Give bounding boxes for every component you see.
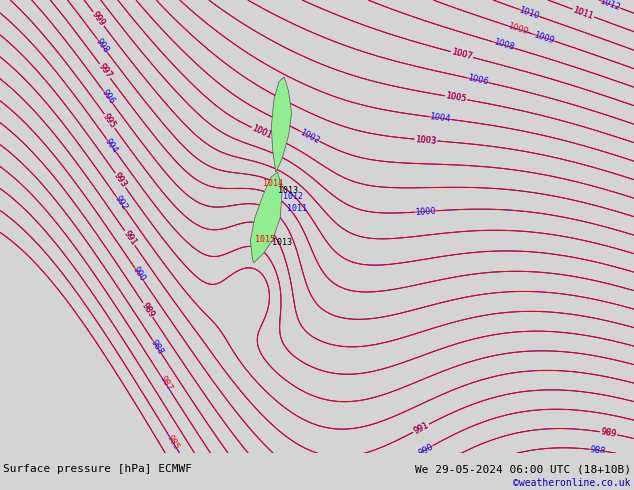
Text: 1002: 1002 xyxy=(299,127,321,145)
Text: 1003: 1003 xyxy=(415,135,437,146)
Text: 997: 997 xyxy=(96,62,113,80)
Text: 997: 997 xyxy=(96,62,113,80)
Text: 990: 990 xyxy=(417,442,435,457)
Text: 1005: 1005 xyxy=(445,92,467,104)
Text: 988: 988 xyxy=(149,338,165,356)
Text: 1012: 1012 xyxy=(283,193,303,201)
Text: 991: 991 xyxy=(122,229,138,247)
Text: 1004: 1004 xyxy=(429,112,451,124)
Text: 1001: 1001 xyxy=(251,123,274,141)
Text: 1003: 1003 xyxy=(415,135,437,146)
Text: 996: 996 xyxy=(100,88,116,106)
Text: 1011: 1011 xyxy=(572,5,595,21)
Text: Surface pressure [hPa] ECMWF: Surface pressure [hPa] ECMWF xyxy=(3,465,192,474)
Text: 988: 988 xyxy=(589,445,606,456)
Text: 1012: 1012 xyxy=(598,0,621,12)
Text: 991: 991 xyxy=(412,420,430,436)
Text: 989: 989 xyxy=(139,301,156,319)
Text: 992: 992 xyxy=(113,194,129,212)
Text: 989: 989 xyxy=(139,301,156,319)
Text: 1014: 1014 xyxy=(262,179,283,188)
Text: 987: 987 xyxy=(157,374,174,392)
Text: 1015: 1015 xyxy=(255,236,275,245)
Polygon shape xyxy=(271,77,292,172)
Text: 1008: 1008 xyxy=(492,38,515,52)
Text: 991: 991 xyxy=(122,229,138,247)
Text: 1013: 1013 xyxy=(272,238,292,247)
Text: 1000: 1000 xyxy=(415,206,437,217)
Text: 995: 995 xyxy=(101,112,118,130)
Text: 999: 999 xyxy=(90,10,107,28)
Text: 1009: 1009 xyxy=(507,22,529,37)
Text: 993: 993 xyxy=(112,172,129,190)
Text: 999: 999 xyxy=(90,10,107,28)
Text: 1013: 1013 xyxy=(278,186,299,195)
Text: 1010: 1010 xyxy=(518,5,541,21)
Text: 1007: 1007 xyxy=(451,48,473,62)
Text: 1005: 1005 xyxy=(445,92,467,104)
Text: 1009: 1009 xyxy=(532,30,555,45)
Text: 1011: 1011 xyxy=(572,5,595,21)
Text: 985: 985 xyxy=(165,434,181,452)
Text: We 29-05-2024 06:00 UTC (18+10B): We 29-05-2024 06:00 UTC (18+10B) xyxy=(415,465,631,474)
Text: 991: 991 xyxy=(412,420,430,436)
Text: 994: 994 xyxy=(103,136,119,154)
Text: 993: 993 xyxy=(112,172,129,190)
Text: 1007: 1007 xyxy=(451,48,473,62)
Text: 1006: 1006 xyxy=(467,74,489,87)
Text: 1001: 1001 xyxy=(251,123,274,141)
Text: 989: 989 xyxy=(600,427,617,439)
Text: 998: 998 xyxy=(94,36,110,54)
Text: 989: 989 xyxy=(600,427,617,439)
Polygon shape xyxy=(250,172,282,263)
Text: 990: 990 xyxy=(131,265,147,283)
Text: 995: 995 xyxy=(101,112,118,130)
Text: ©weatheronline.co.uk: ©weatheronline.co.uk xyxy=(514,478,631,488)
Text: 1011: 1011 xyxy=(287,204,307,213)
